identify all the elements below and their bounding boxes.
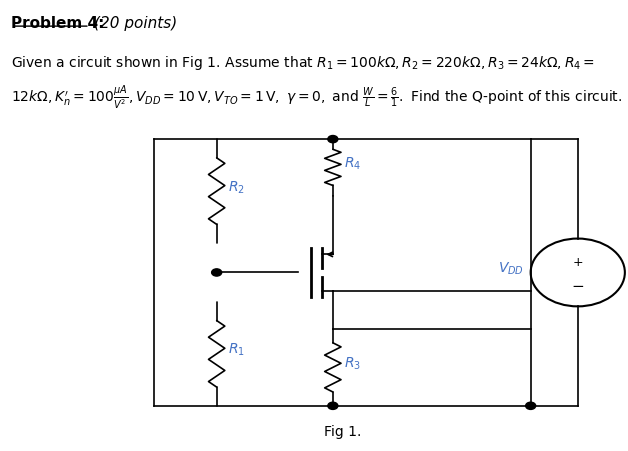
Text: $V_{DD}$: $V_{DD}$ <box>499 260 524 276</box>
Text: $R_1$: $R_1$ <box>228 341 245 358</box>
Text: $R_2$: $R_2$ <box>228 179 245 195</box>
Circle shape <box>328 402 338 410</box>
Text: Given a circuit shown in Fig 1. Assume that $R_1 = 100k\Omega, R_2 = 220k\Omega,: Given a circuit shown in Fig 1. Assume t… <box>11 54 595 72</box>
Text: (20 points): (20 points) <box>94 16 178 31</box>
Text: −: − <box>571 278 584 293</box>
Circle shape <box>328 136 338 143</box>
Text: +: + <box>573 255 583 268</box>
Text: Problem 4:: Problem 4: <box>11 16 105 31</box>
Circle shape <box>212 269 222 276</box>
Text: $R_4$: $R_4$ <box>344 155 361 172</box>
Circle shape <box>526 402 536 410</box>
Text: $R_3$: $R_3$ <box>344 355 361 371</box>
Text: Fig 1.: Fig 1. <box>323 424 361 437</box>
Text: $12k\Omega, K^{\prime}_n = 100\frac{\mu A}{V^2}, V_{DD} = 10\,\mathrm{V}, V_{TO}: $12k\Omega, K^{\prime}_n = 100\frac{\mu … <box>11 83 622 112</box>
